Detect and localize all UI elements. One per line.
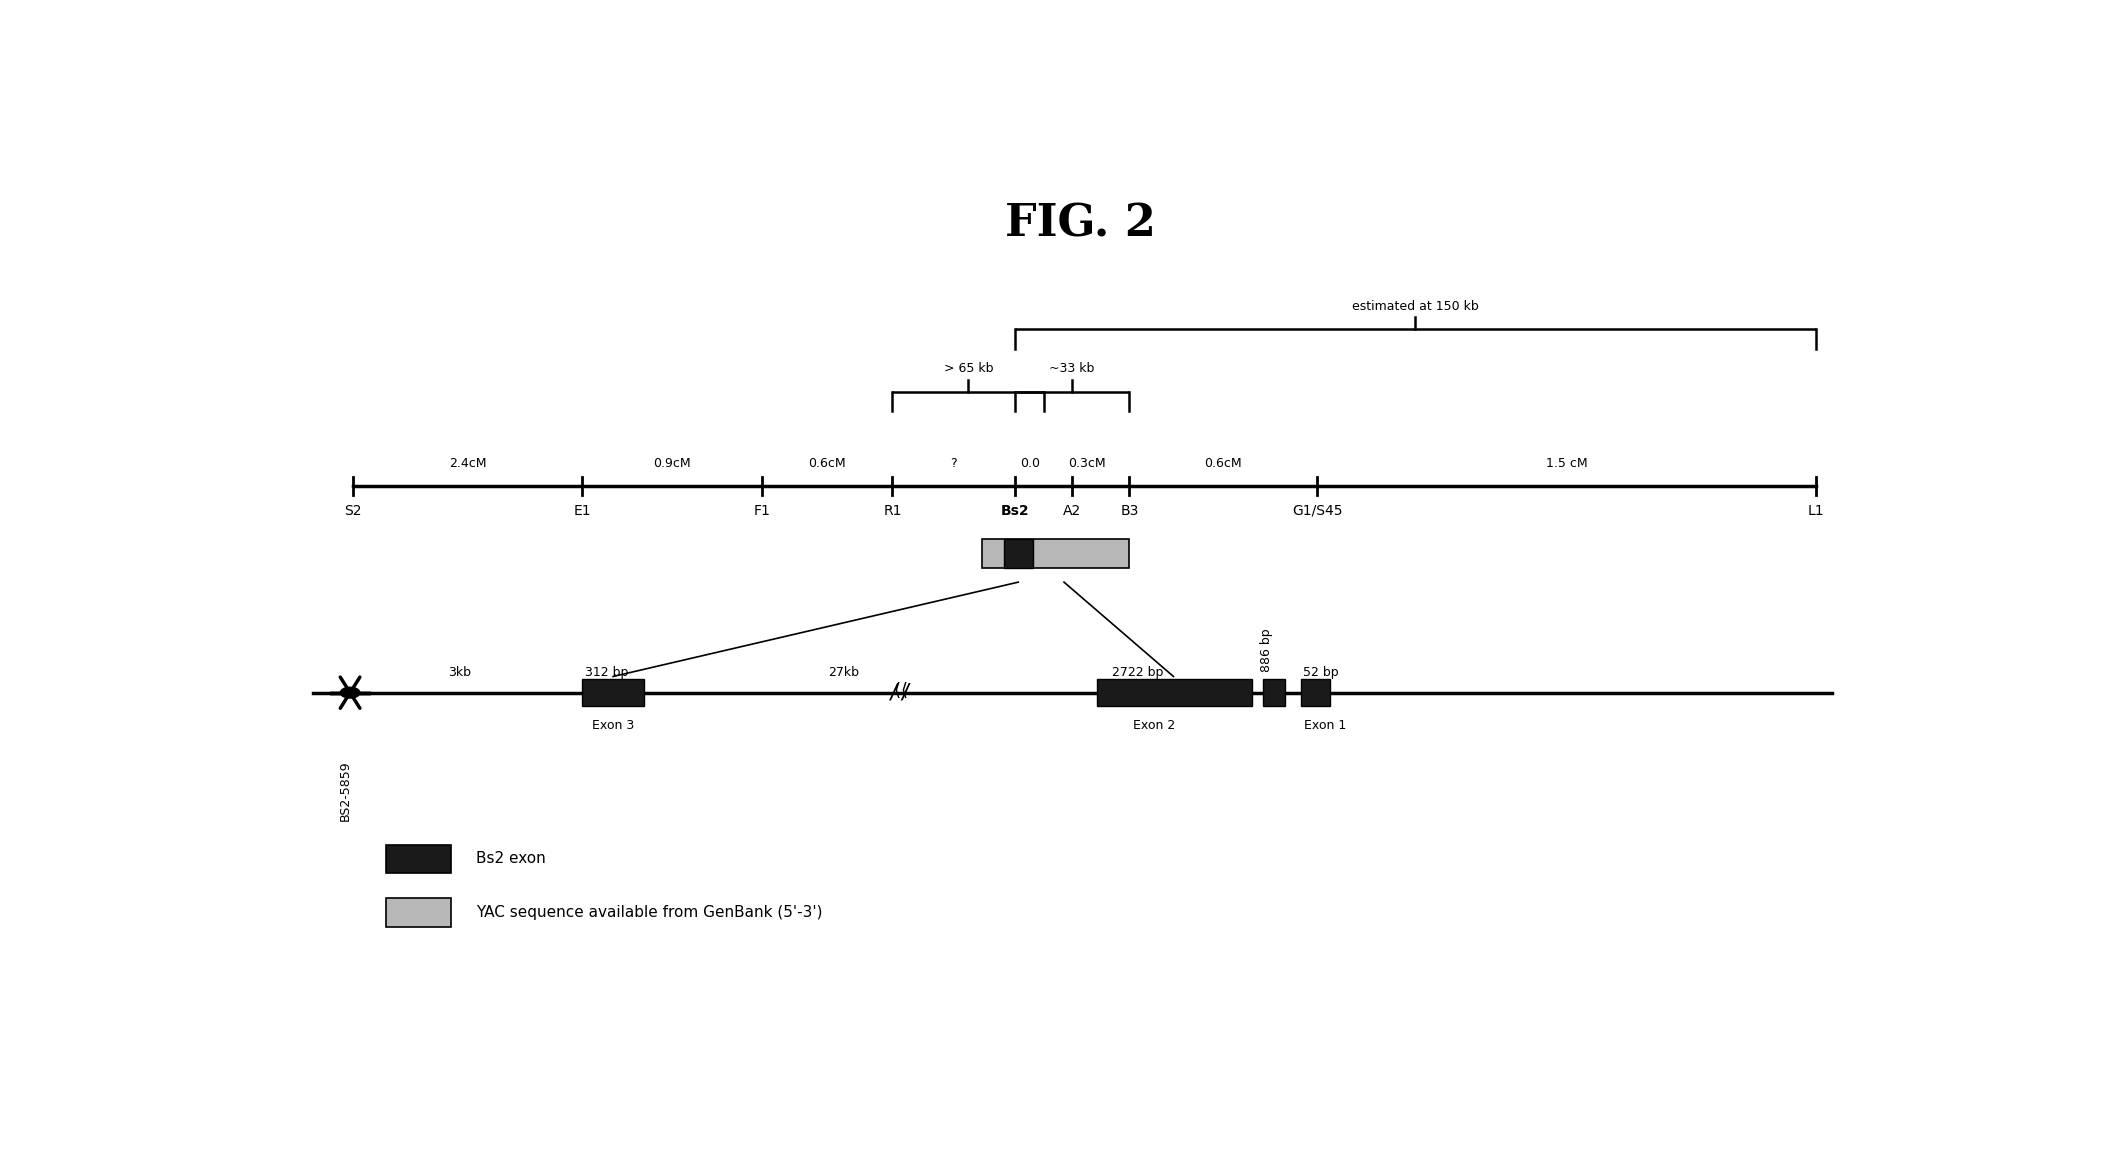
FancyBboxPatch shape bbox=[1096, 679, 1252, 706]
Text: Bs2 exon: Bs2 exon bbox=[476, 852, 546, 866]
FancyBboxPatch shape bbox=[582, 679, 645, 706]
Text: 0.9cM: 0.9cM bbox=[653, 456, 691, 470]
Text: Exon 2: Exon 2 bbox=[1132, 719, 1174, 732]
Text: 0.0: 0.0 bbox=[1020, 456, 1039, 470]
FancyBboxPatch shape bbox=[386, 845, 451, 873]
FancyBboxPatch shape bbox=[1301, 679, 1330, 706]
Text: S2: S2 bbox=[344, 504, 363, 518]
Text: Exon 3: Exon 3 bbox=[592, 719, 635, 732]
Text: F1: F1 bbox=[753, 504, 769, 518]
Text: E1: E1 bbox=[573, 504, 590, 518]
FancyBboxPatch shape bbox=[982, 539, 1130, 568]
Text: A2: A2 bbox=[1062, 504, 1081, 518]
Text: B3: B3 bbox=[1119, 504, 1138, 518]
Text: 52 bp: 52 bp bbox=[1303, 666, 1339, 679]
Text: 0.6cM: 0.6cM bbox=[807, 456, 845, 470]
FancyBboxPatch shape bbox=[1003, 539, 1033, 568]
Text: $\langle\langle$: $\langle\langle$ bbox=[894, 682, 909, 700]
Text: 312 bp: 312 bp bbox=[584, 666, 628, 679]
Text: 886 bp: 886 bp bbox=[1261, 628, 1273, 672]
Text: estimated at 150 kb: estimated at 150 kb bbox=[1351, 300, 1478, 313]
Text: G1/S45: G1/S45 bbox=[1292, 504, 1343, 518]
Text: BS2-5859: BS2-5859 bbox=[339, 760, 352, 820]
Text: 27kb: 27kb bbox=[828, 666, 858, 679]
FancyBboxPatch shape bbox=[386, 899, 451, 928]
Text: Bs2: Bs2 bbox=[1001, 504, 1029, 518]
Text: ~33 kb: ~33 kb bbox=[1050, 363, 1094, 376]
Text: 0.3cM: 0.3cM bbox=[1069, 456, 1107, 470]
Circle shape bbox=[339, 687, 360, 698]
FancyBboxPatch shape bbox=[1263, 679, 1284, 706]
Text: 3kb: 3kb bbox=[449, 666, 470, 679]
Text: //: // bbox=[887, 683, 913, 703]
Text: 2.4cM: 2.4cM bbox=[449, 456, 487, 470]
Text: R1: R1 bbox=[883, 504, 902, 518]
Text: 1.5 cM: 1.5 cM bbox=[1545, 456, 1587, 470]
Text: YAC sequence available from GenBank (5'-3'): YAC sequence available from GenBank (5'-… bbox=[476, 906, 822, 921]
Text: > 65 kb: > 65 kb bbox=[944, 363, 993, 376]
Text: L1: L1 bbox=[1807, 504, 1823, 518]
Text: 0.6cM: 0.6cM bbox=[1204, 456, 1242, 470]
Text: Exon 1: Exon 1 bbox=[1305, 719, 1347, 732]
Text: FIG. 2: FIG. 2 bbox=[1006, 203, 1155, 246]
Text: ?: ? bbox=[951, 456, 957, 470]
Text: 2722 bp: 2722 bp bbox=[1111, 666, 1164, 679]
